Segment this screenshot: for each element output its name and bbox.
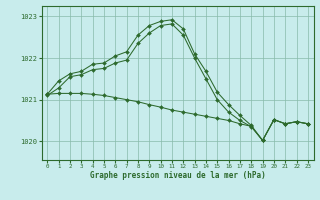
X-axis label: Graphe pression niveau de la mer (hPa): Graphe pression niveau de la mer (hPa): [90, 171, 266, 180]
